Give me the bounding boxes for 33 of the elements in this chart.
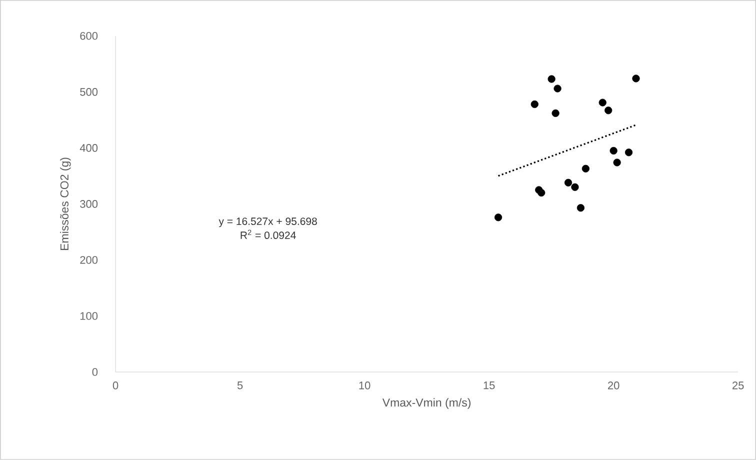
point	[576, 204, 585, 212]
y-axis-title: Emissões CO2 (g)	[60, 158, 71, 250]
x-tick-label: 25	[732, 382, 744, 390]
x-tick-label: 20	[608, 382, 620, 390]
y-tick-label: 100	[80, 312, 98, 320]
x-axis-title: Vmax-Vmin (m/s)	[382, 398, 471, 409]
point	[598, 98, 606, 106]
point	[494, 214, 502, 222]
x-tick-label: 15	[484, 382, 495, 390]
x-tick-label: 5	[237, 382, 243, 390]
point	[632, 74, 640, 82]
annotation: y = 16.527x + 95.698	[218, 218, 317, 228]
point	[564, 178, 572, 187]
point	[624, 148, 633, 156]
point	[548, 75, 556, 83]
y-tick-label: 300	[80, 200, 98, 208]
point	[571, 183, 579, 191]
x-tick-label: 10	[359, 382, 370, 390]
y-tick-label: 200	[80, 256, 98, 264]
y-tick-label: 400	[80, 144, 98, 152]
y-tick-label: 0	[92, 368, 98, 376]
point	[582, 164, 590, 173]
y-tick-label: 600	[80, 32, 98, 40]
point	[554, 84, 562, 92]
point	[538, 188, 546, 197]
annotation: R$^{2}$ = 0.0924	[240, 230, 296, 240]
x-tick-label: 0	[112, 382, 118, 390]
point	[613, 158, 621, 166]
point	[610, 146, 618, 155]
point	[530, 100, 538, 108]
y-tick-label: 500	[80, 88, 98, 96]
point	[604, 106, 612, 114]
point	[552, 109, 560, 118]
